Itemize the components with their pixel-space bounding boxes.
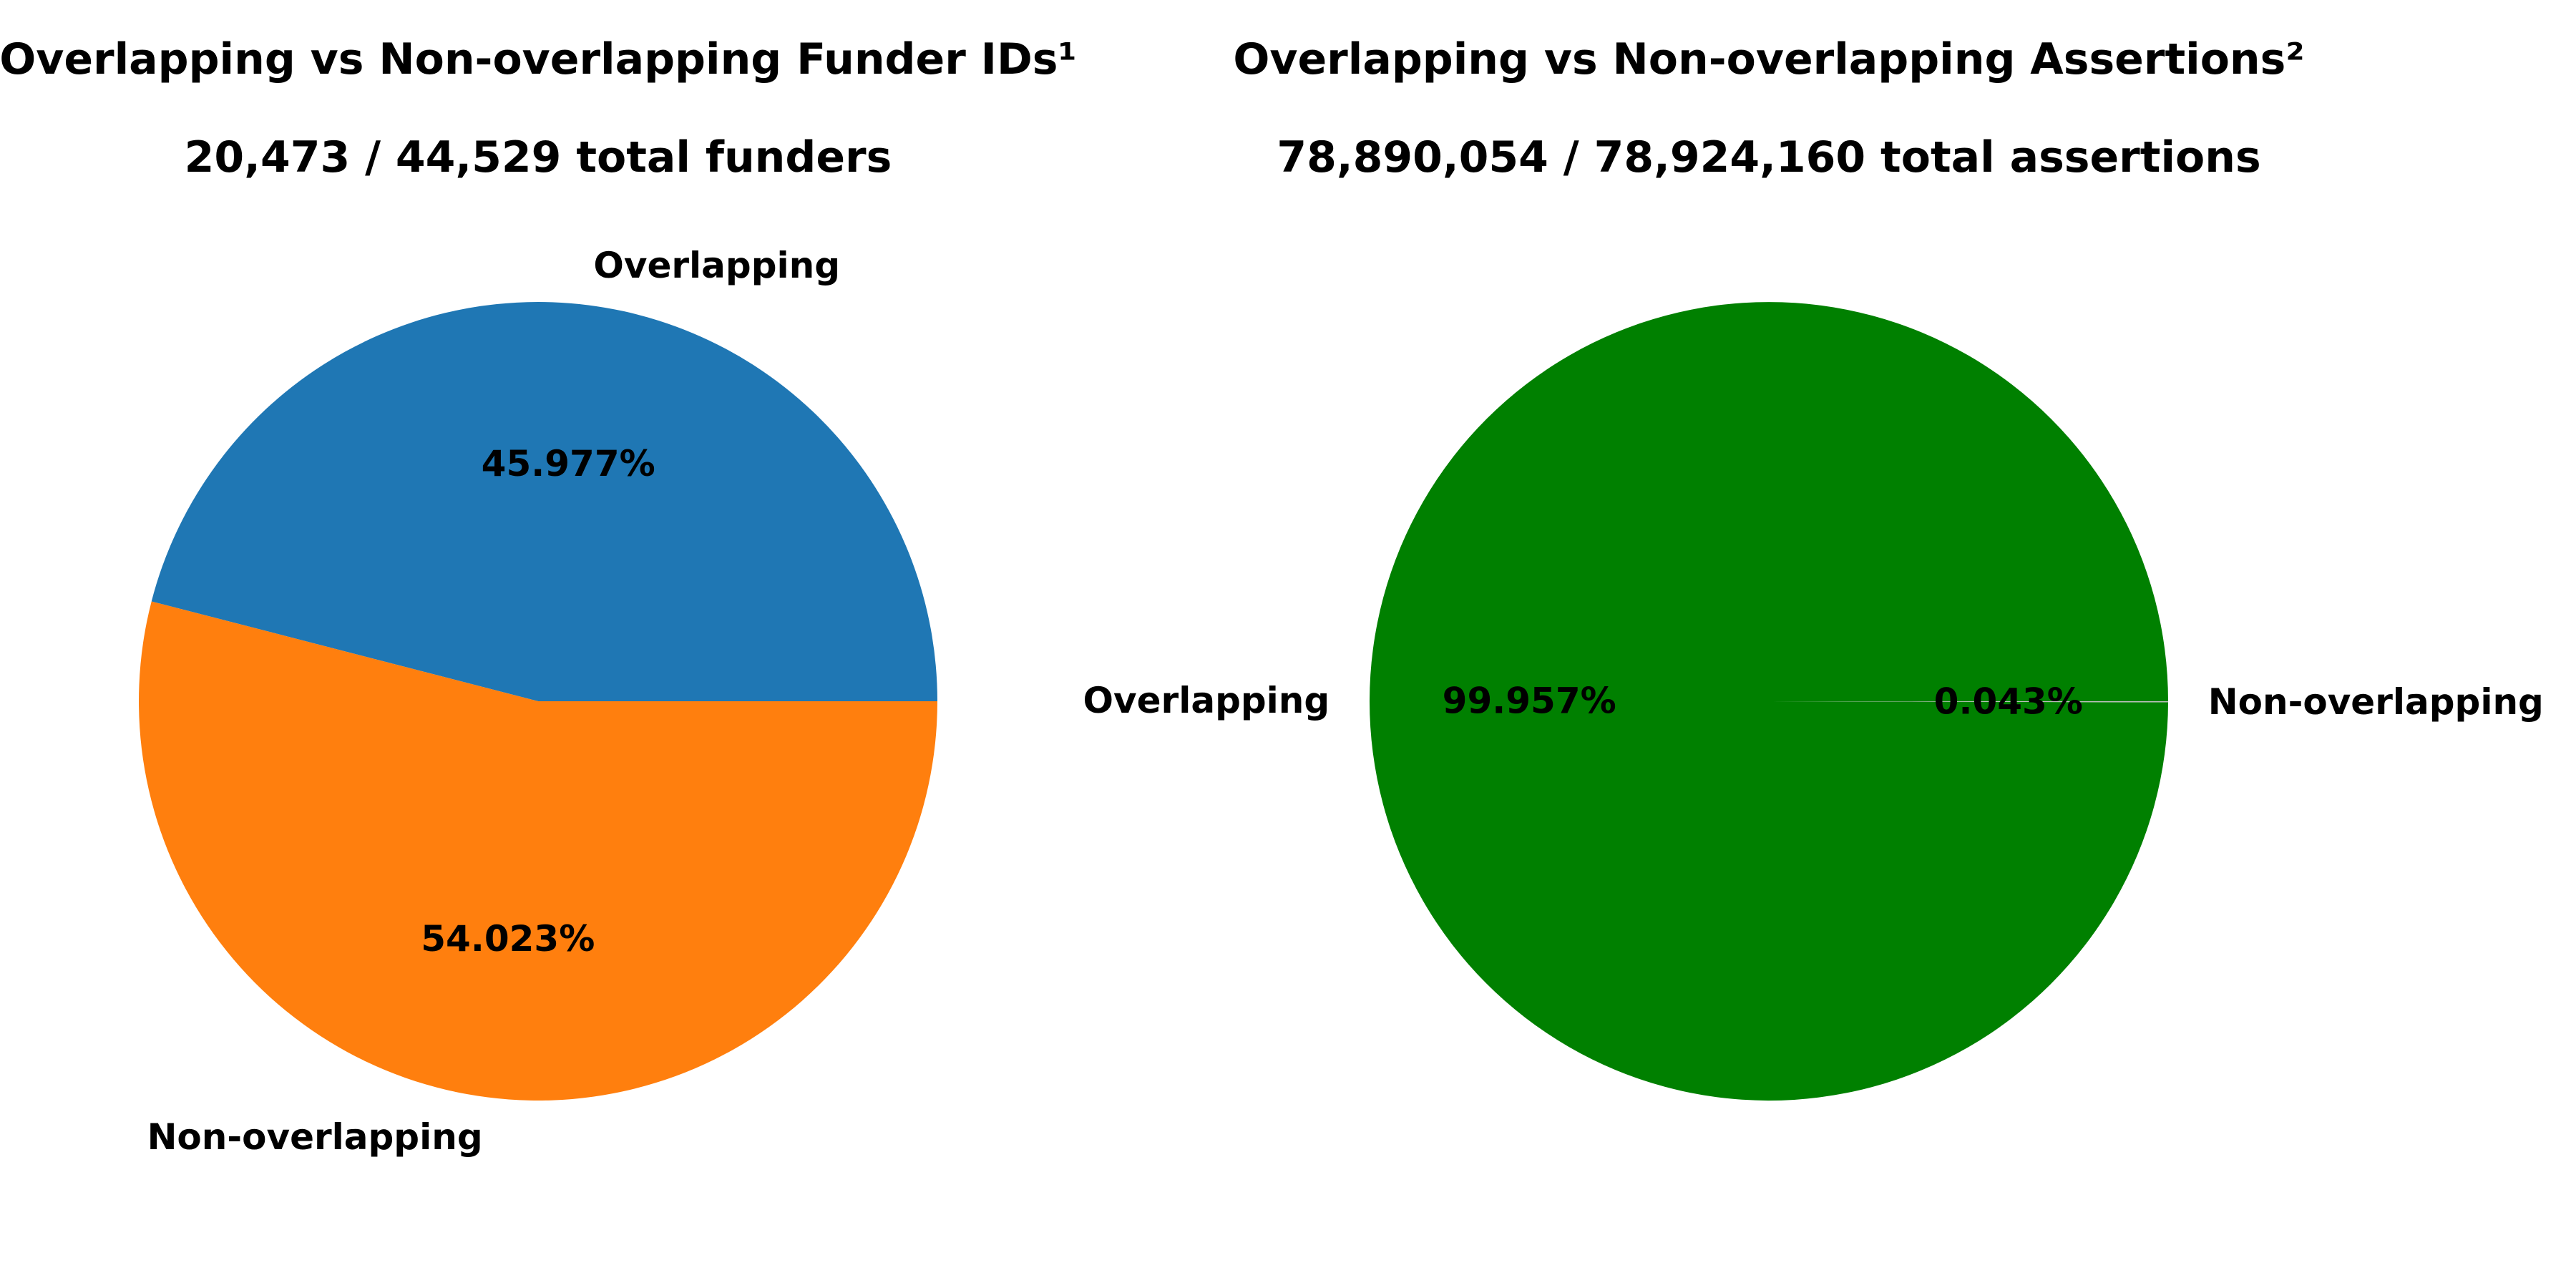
funders-slice-non-overlapping [139,601,938,1101]
assertions-chart-title: Overlapping vs Non-overlapping Assertion… [1233,34,2304,84]
assertions-percent-label-overlapping: 99.957% [1443,680,1616,722]
assertions-pie-chart: Overlapping vs Non-overlapping Assertion… [1083,34,2544,1101]
funders-percent-label-overlapping: 45.977% [482,443,655,484]
assertions-percent-label-non-overlapping: 0.043% [1934,680,2083,722]
funders-chart-subtitle: 20,473 / 44,529 total funders [185,132,892,182]
funders-category-label-overlapping: Overlapping [593,245,840,286]
funders-percent-label-non-overlapping: 54.023% [421,918,595,960]
funders-slice-overlapping [151,301,938,702]
assertions-slice-overlapping [1370,302,2168,1101]
assertions-pie: 99.957% Overlapping 0.043% Non-overlapping [1083,302,2544,1101]
funders-pie: 45.977% Overlapping 54.023% Non-overlapping [139,245,938,1158]
funders-chart-title: Overlapping vs Non-overlapping Funder ID… [0,34,1077,84]
funders-pie-chart: Overlapping vs Non-overlapping Funder ID… [0,34,1077,1158]
assertions-slice-non-overlapping [1769,701,2168,703]
assertions-category-label-non-overlapping: Non-overlapping [2208,681,2544,723]
assertions-category-label-overlapping: Overlapping [1083,680,1330,721]
funders-category-label-non-overlapping: Non-overlapping [147,1116,483,1158]
assertions-chart-subtitle: 78,890,054 / 78,924,160 total assertions [1277,132,2260,182]
